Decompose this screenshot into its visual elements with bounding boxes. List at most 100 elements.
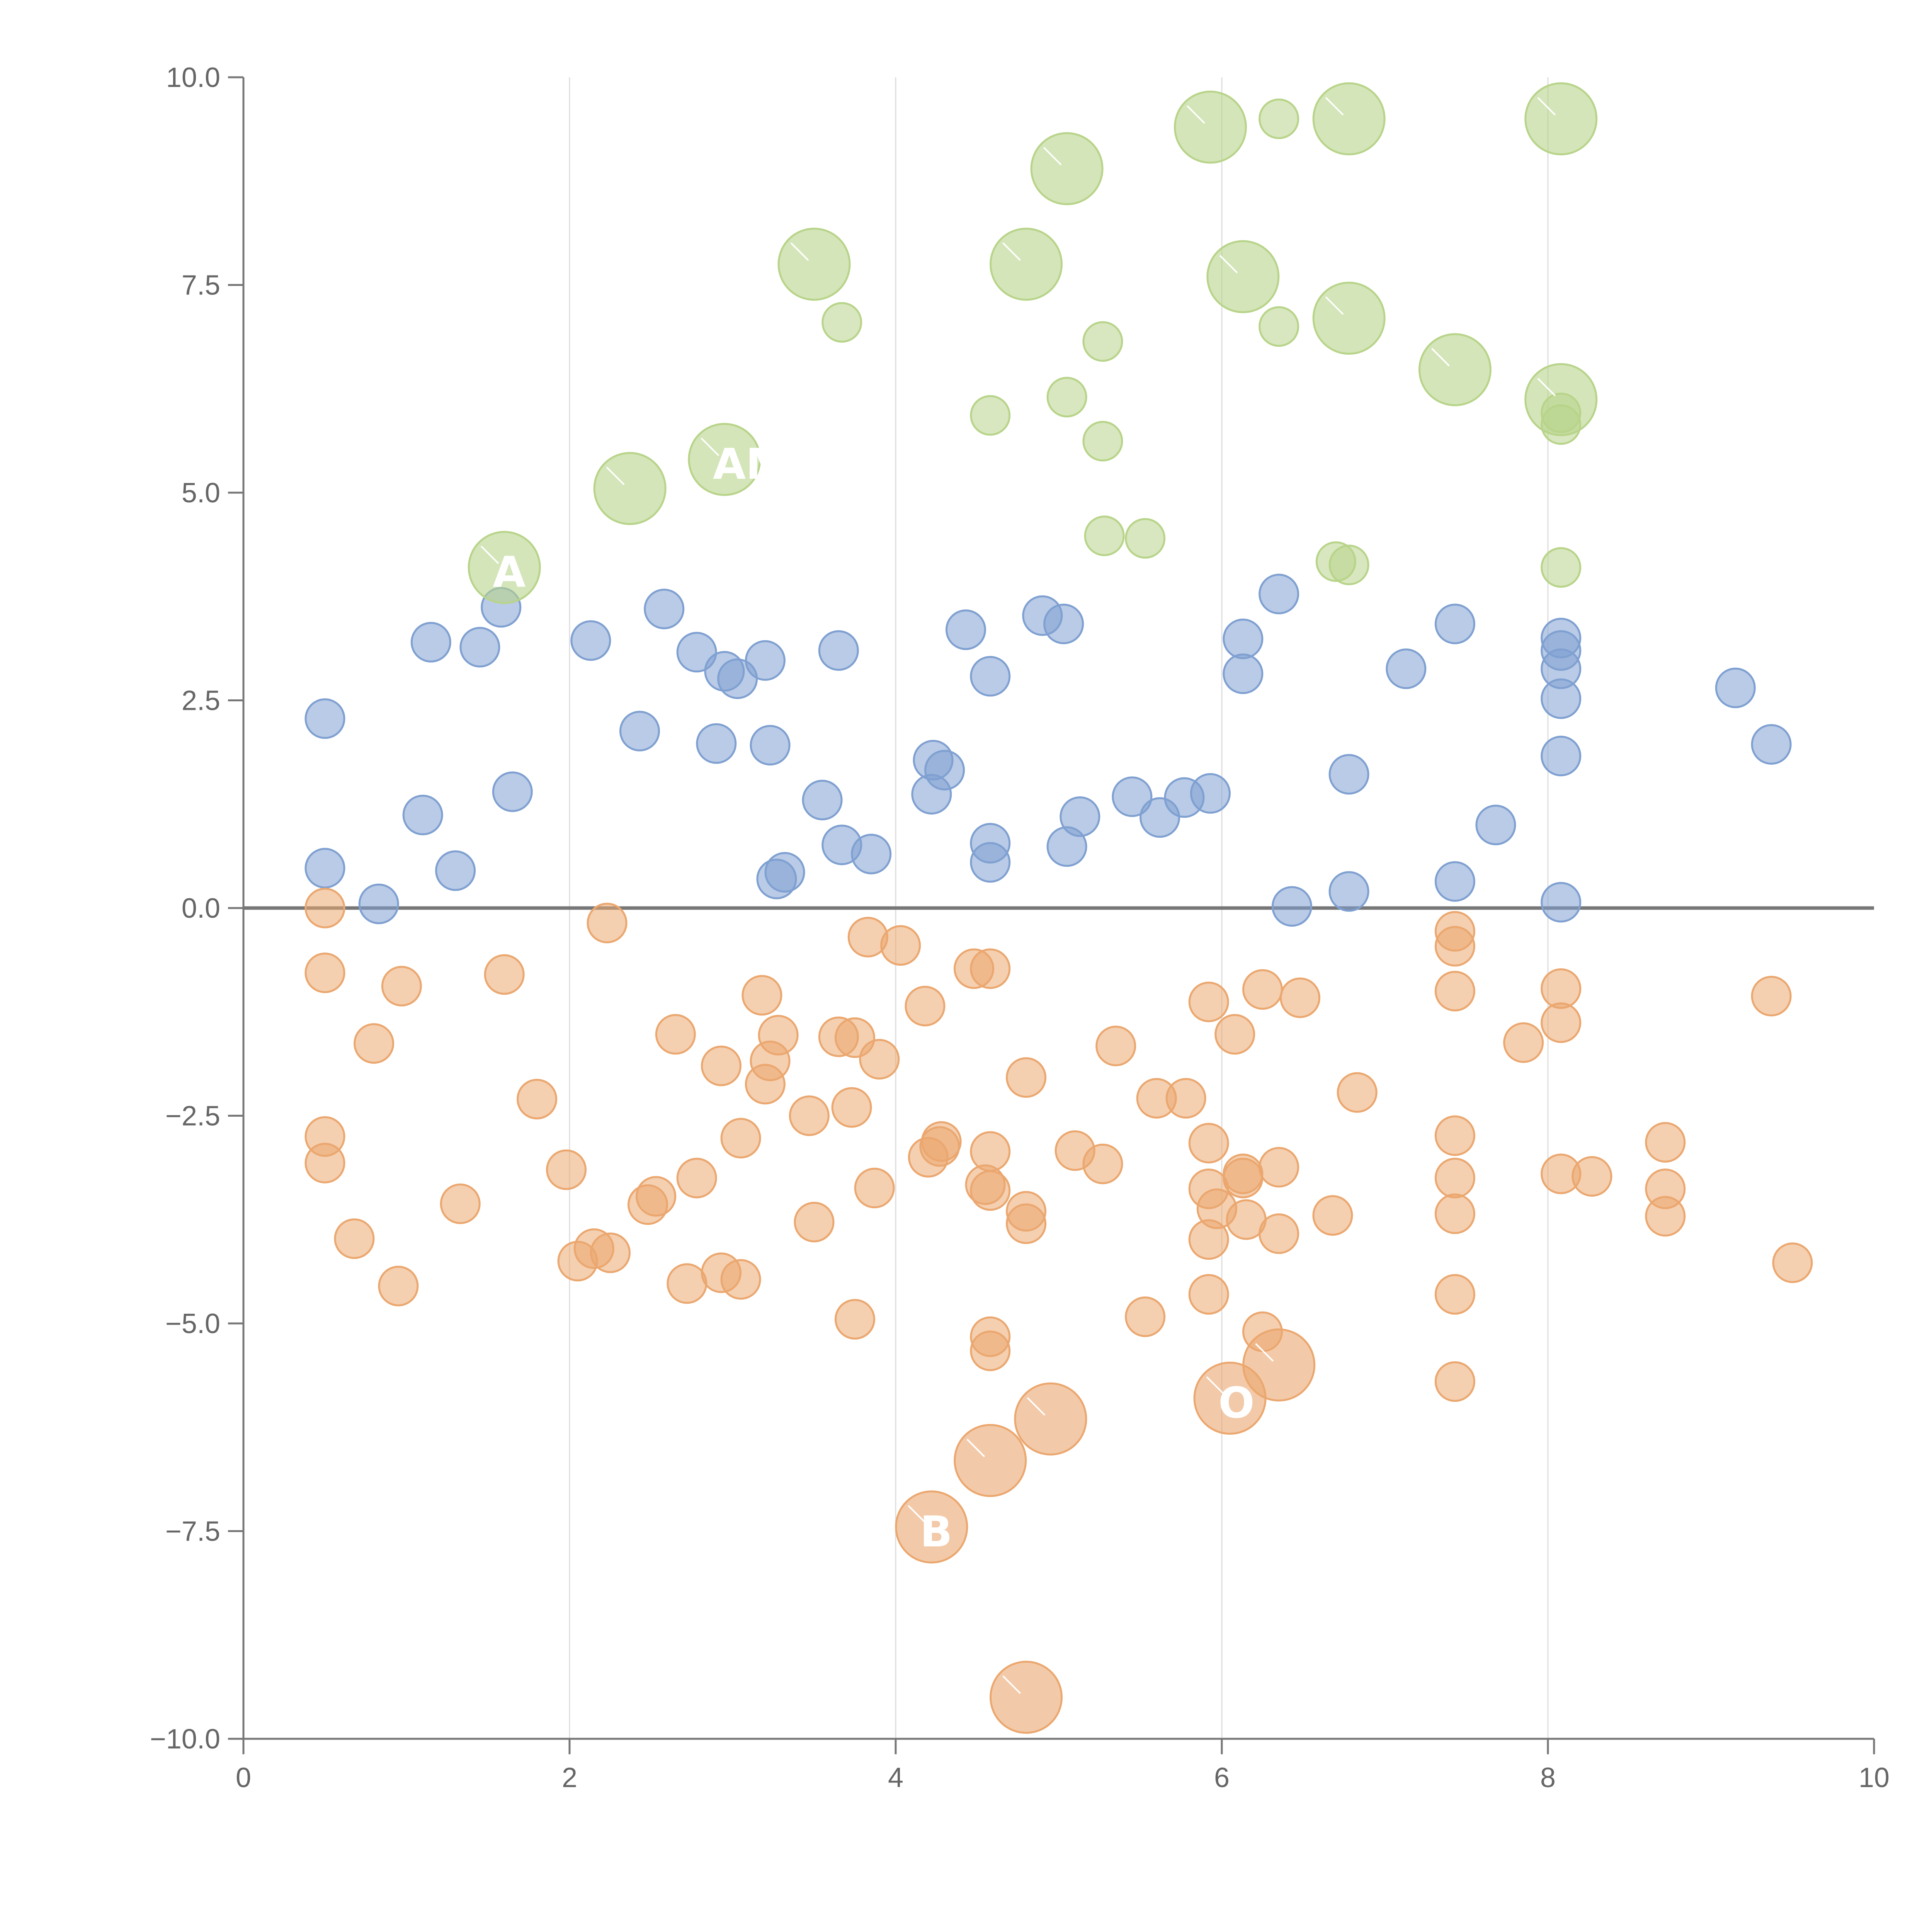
data-point bbox=[590, 1232, 631, 1273]
leader-line bbox=[1255, 1343, 1274, 1362]
leader-line bbox=[790, 242, 809, 261]
highlighted-point bbox=[1418, 333, 1492, 406]
data-point bbox=[742, 975, 782, 1016]
x-tick-label: 2 bbox=[562, 1762, 577, 1793]
highlighted-point bbox=[1206, 240, 1280, 313]
leader-line bbox=[1206, 1376, 1225, 1395]
highlighted-point bbox=[990, 1661, 1063, 1734]
data-point bbox=[1259, 573, 1299, 614]
leader-line bbox=[701, 437, 719, 456]
data-point bbox=[802, 780, 843, 820]
data-point bbox=[720, 1118, 761, 1159]
y-tick-label: 7.5 bbox=[182, 270, 220, 301]
data-point bbox=[1434, 1193, 1475, 1234]
data-point bbox=[821, 302, 862, 343]
data-point bbox=[1223, 618, 1264, 659]
data-point bbox=[758, 1015, 799, 1056]
data-point bbox=[1060, 796, 1100, 837]
leader-line bbox=[606, 466, 625, 485]
data-point bbox=[1434, 1274, 1475, 1315]
data-point bbox=[304, 848, 345, 889]
highlighted-point bbox=[1524, 82, 1598, 155]
data-point bbox=[1772, 1242, 1813, 1283]
data-point bbox=[1541, 736, 1582, 777]
data-point bbox=[667, 1263, 707, 1304]
leader-line bbox=[966, 1439, 985, 1458]
data-point bbox=[459, 627, 500, 668]
data-point bbox=[701, 1046, 742, 1086]
leader-line bbox=[1219, 255, 1238, 274]
data-point bbox=[880, 925, 921, 966]
y-tick-label: −10.0 bbox=[150, 1724, 220, 1755]
leader-line bbox=[908, 1505, 927, 1524]
data-point bbox=[1046, 377, 1087, 418]
data-point bbox=[517, 1079, 558, 1119]
data-point bbox=[1271, 886, 1312, 927]
point-annotation-label: A bbox=[493, 548, 526, 597]
leader-line bbox=[1537, 378, 1556, 396]
data-point bbox=[1541, 678, 1582, 719]
data-point bbox=[402, 794, 443, 835]
point-annotation-label: AM bbox=[713, 439, 788, 489]
data-point bbox=[644, 588, 685, 629]
axes: 0 2 4 6 8 10 10.0 7.5 5.0 2.5 0.0 −2.5 −5.0 −7.5 −10.0 bbox=[150, 62, 1889, 1793]
data-point bbox=[410, 622, 451, 663]
data-point bbox=[1095, 1026, 1136, 1066]
data-points bbox=[304, 99, 1813, 1402]
data-point bbox=[1125, 518, 1166, 559]
data-point bbox=[1434, 1361, 1475, 1402]
data-point bbox=[750, 725, 791, 766]
leader-line bbox=[1431, 348, 1450, 367]
data-point bbox=[1188, 1122, 1229, 1163]
data-point bbox=[1242, 969, 1283, 1010]
data-point bbox=[1259, 1213, 1299, 1254]
highlighted-point bbox=[990, 228, 1063, 301]
data-point bbox=[794, 1202, 835, 1243]
data-point bbox=[1259, 99, 1299, 139]
highlighted-point bbox=[1030, 132, 1104, 205]
leader-line bbox=[480, 546, 499, 564]
data-point bbox=[831, 1087, 872, 1128]
highlighted-point bbox=[593, 452, 667, 525]
highlighted-point bbox=[777, 228, 851, 301]
data-point bbox=[546, 1149, 587, 1190]
data-point bbox=[1541, 968, 1582, 1009]
highlighted-point bbox=[1242, 1328, 1316, 1401]
x-tick-label: 4 bbox=[888, 1762, 903, 1793]
highlighted-point bbox=[1312, 82, 1386, 155]
data-point bbox=[1190, 773, 1231, 814]
data-point bbox=[381, 966, 422, 1007]
data-point bbox=[970, 842, 1011, 883]
leader-line bbox=[1027, 1397, 1046, 1416]
data-point bbox=[970, 1330, 1011, 1371]
y-tick-label: −2.5 bbox=[165, 1101, 220, 1132]
data-point bbox=[440, 1183, 481, 1224]
x-tick-label: 8 bbox=[1540, 1762, 1556, 1793]
data-point bbox=[1645, 1122, 1686, 1163]
data-point bbox=[970, 1170, 1011, 1211]
data-point bbox=[1503, 1022, 1544, 1063]
leader-line bbox=[1043, 147, 1062, 165]
data-point bbox=[304, 952, 345, 993]
data-point bbox=[1541, 882, 1582, 923]
data-point bbox=[1434, 604, 1475, 645]
x-tick-label: 10 bbox=[1859, 1762, 1889, 1793]
data-point bbox=[851, 833, 892, 874]
data-point bbox=[1188, 1274, 1229, 1315]
data-point bbox=[304, 888, 345, 929]
highlighted-point bbox=[468, 531, 541, 604]
data-point bbox=[304, 1143, 345, 1184]
data-point bbox=[1337, 1072, 1378, 1113]
y-tick-label: 2.5 bbox=[182, 685, 220, 716]
highlighted-point bbox=[1312, 282, 1386, 355]
data-point bbox=[1082, 1143, 1123, 1184]
data-point bbox=[1214, 1014, 1255, 1055]
data-point bbox=[1259, 306, 1299, 347]
data-point bbox=[1188, 981, 1229, 1022]
data-point bbox=[570, 620, 611, 661]
x-tick-label: 0 bbox=[236, 1762, 251, 1793]
data-point bbox=[835, 1299, 875, 1340]
data-point bbox=[970, 948, 1011, 989]
data-point bbox=[970, 395, 1011, 436]
data-point bbox=[1434, 861, 1475, 902]
